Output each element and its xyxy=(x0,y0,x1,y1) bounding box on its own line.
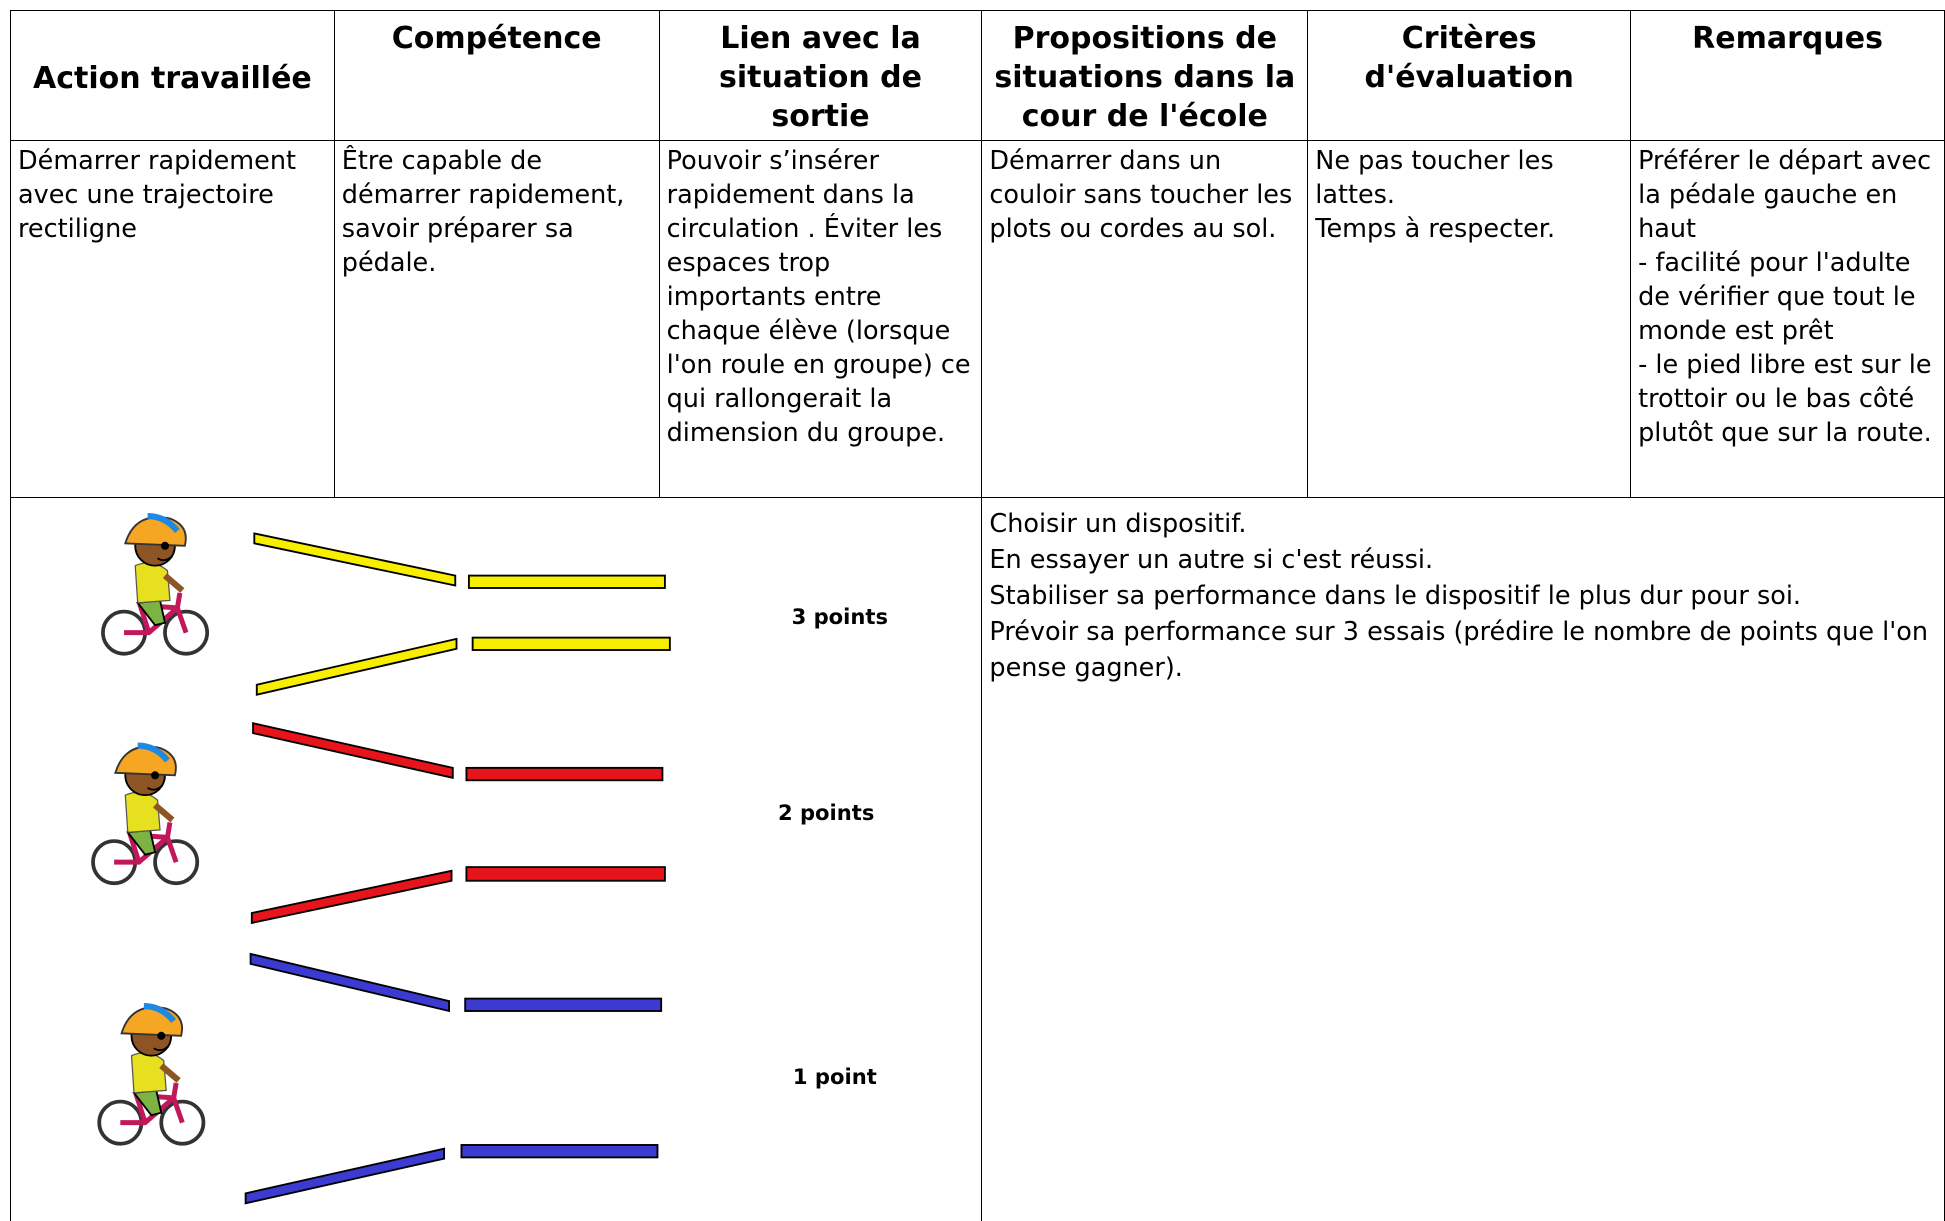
cell-line: Temps à respecter. xyxy=(1315,212,1623,246)
instruction: En essayer un autre si c'est réussi. xyxy=(989,542,1937,578)
cell-line: Préférer le départ avec la pédale gauche… xyxy=(1638,144,1937,246)
header-cell: Propositions de situations dans la cour … xyxy=(982,11,1308,141)
cell: Ne pas toucher les lattes. Temps à respe… xyxy=(1308,141,1631,498)
cell-line: - facilité pour l'adulte de vérifier que… xyxy=(1638,246,1937,348)
cell-line: Ne pas toucher les lattes. xyxy=(1315,144,1623,212)
cell: Démarrer dans un couloir sans toucher le… xyxy=(982,141,1308,498)
cell: Être capable de démarrer rapidement, sav… xyxy=(334,141,659,498)
header-cell: Compétence xyxy=(334,11,659,141)
header-cell: Critères d'évaluation xyxy=(1308,11,1631,141)
cell: Démarrer rapidement avec une trajectoire… xyxy=(11,141,335,498)
header-cell: Remarques xyxy=(1631,11,1945,141)
instructions-cell: Choisir un dispositif. En essayer un aut… xyxy=(982,498,1945,1221)
header-cell: Action travaillée xyxy=(11,11,335,141)
header-row: Action travaillée Compétence Lien avec l… xyxy=(11,11,1945,141)
row: Démarrer rapidement avec une trajectoire… xyxy=(11,141,1945,498)
cell: Préférer le départ avec la pédale gauche… xyxy=(1631,141,1945,498)
instruction: Choisir un dispositif. xyxy=(989,506,1937,542)
cell-line: - le pied libre est sur le trottoir ou l… xyxy=(1638,348,1937,450)
diagram-cell xyxy=(11,498,982,1221)
instruction: Stabiliser sa performance dans le dispos… xyxy=(989,578,1937,614)
table: Action travaillée Compétence Lien avec l… xyxy=(10,10,1945,1221)
instruction: Prévoir sa performance sur 3 essais (pré… xyxy=(989,614,1937,686)
header-cell: Lien avec la situation de sortie xyxy=(659,11,982,141)
cell: Pouvoir s’insérer rapidement dans la cir… xyxy=(659,141,982,498)
row: Choisir un dispositif. En essayer un aut… xyxy=(11,498,1945,1221)
